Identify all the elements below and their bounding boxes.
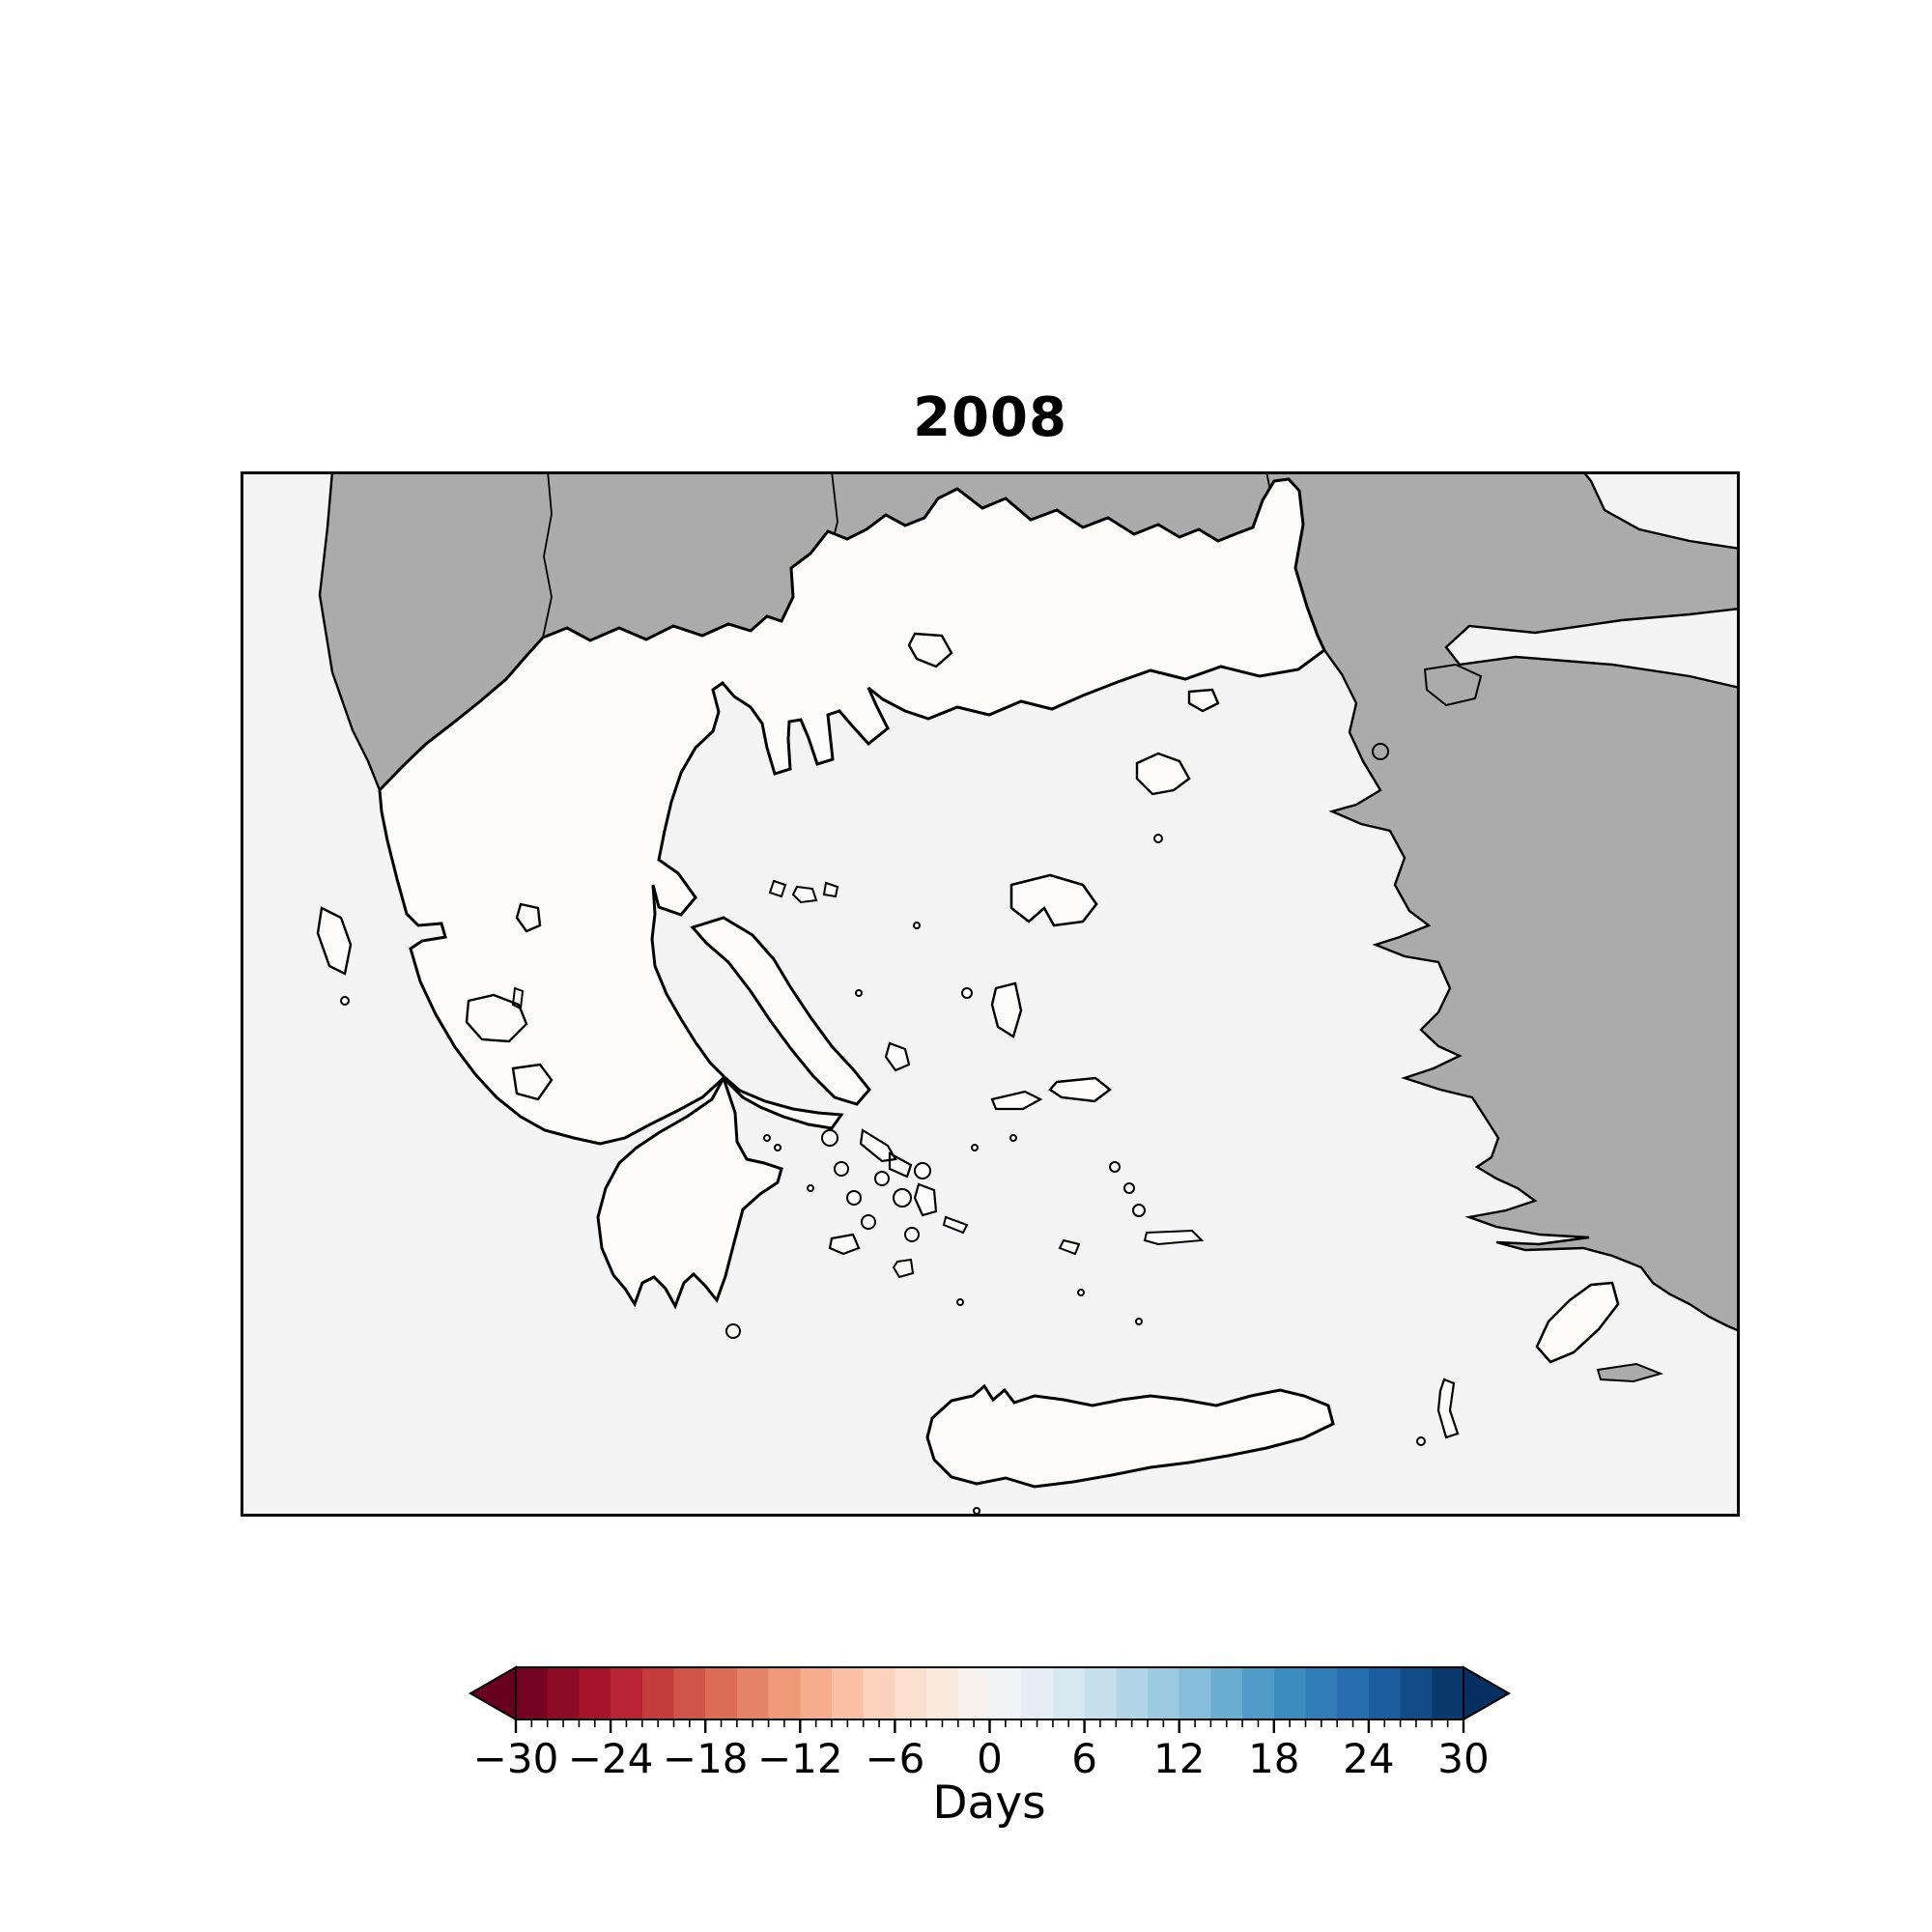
- colorbar-ticks: [514, 1719, 1465, 1733]
- colorbar-tick-label: −6: [865, 1735, 924, 1782]
- greece-anomaly-map: [241, 471, 1740, 1517]
- colorbar-tick-label: 0: [977, 1735, 1003, 1782]
- colorbar-right-arrow: [1463, 1665, 1512, 1721]
- turkish-islands: [1372, 663, 1664, 1383]
- colorbar-axis-label: Days: [932, 1776, 1045, 1830]
- colorbar-tick-label: 18: [1248, 1735, 1299, 1782]
- map-frame: [241, 471, 1740, 1517]
- colorbar-left-arrow: [468, 1665, 517, 1721]
- figure-title: 2008: [913, 386, 1067, 449]
- colorbar-tick-label: −18: [663, 1735, 749, 1782]
- colorbar-tick-label: 30: [1437, 1735, 1489, 1782]
- colorbar-gradient-bar: [515, 1666, 1464, 1720]
- colorbar-tick-labels: −30 −24 −18 −12 −6 0 6 12 18 24 30: [473, 1735, 1490, 1782]
- colorbar-tick-label: −24: [568, 1735, 654, 1782]
- colorbar: −30 −24 −18 −12 −6 0 6 12 18 24 30 Days: [425, 1633, 1555, 1874]
- colorbar-tick-label: −30: [473, 1735, 559, 1782]
- map-figure: [241, 471, 1740, 1517]
- colorbar-tick-label: 24: [1343, 1735, 1394, 1782]
- colorbar-tick-label: −12: [757, 1735, 843, 1782]
- colorbar-tick-label: 6: [1071, 1735, 1097, 1782]
- colorbar-svg: −30 −24 −18 −12 −6 0 6 12 18 24 30 Days: [468, 1665, 1512, 1830]
- colorbar-tick-label: 12: [1153, 1735, 1205, 1782]
- albania-nmacedonia-border: [542, 471, 553, 639]
